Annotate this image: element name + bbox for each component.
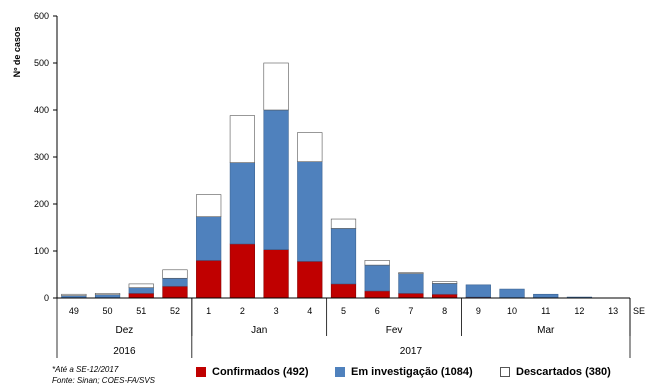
bar-segment [94,292,121,296]
bar-segment [297,261,323,299]
month-label: Mar [537,325,555,336]
y-tick-label: 500 [34,58,49,68]
x-tick-label: 11 [541,306,550,316]
bar-segment [297,161,323,262]
bar-segment [364,260,390,266]
x-tick-label: 13 [608,306,618,316]
bar-segment [330,228,357,285]
bar-segment [162,277,188,287]
x-axis-label: SE [633,306,645,316]
bar-segment [465,284,491,298]
y-tick-label: 100 [34,246,49,256]
legend-swatch-confirmados [196,367,206,377]
month-label: Jan [251,325,267,336]
x-tick-label: 5 [341,306,346,316]
bar-segment [128,292,154,299]
y-tick-label: 0 [44,293,49,303]
bar-segment [128,287,154,294]
x-tick-label: 12 [574,306,584,316]
y-tick-label: 200 [34,199,49,209]
bar-segment [229,162,255,245]
legend-label-confirmados: Confirmados (492) [212,366,309,378]
footnote-period: *Até a SE-12/2017 [52,365,119,374]
bar-segment [263,249,289,299]
y-tick-label: 300 [34,152,49,162]
bar-segment [432,293,458,299]
bar-segment [263,62,289,111]
bar-segment [196,260,222,299]
legend-item-descartados: Descartados (380) [500,366,611,378]
bar-segment [229,243,255,299]
bars-layer [61,62,593,299]
footnote-source: Fonte: Sinan; COES-FA/SVS [52,376,156,385]
bar-segment [196,194,222,217]
bar-segment [398,292,424,299]
month-label: Dez [116,325,134,336]
x-tick-label: 50 [103,306,113,316]
bar-segment [533,293,559,299]
x-tick-label: 1 [206,306,211,316]
bar-segment [196,216,222,261]
legend-item-confirmados: Confirmados (492) [196,366,309,378]
legend-item-investigacao: Em investigação (1084) [335,366,473,378]
bar-segment [364,264,390,292]
legend-swatch-descartados [500,367,510,377]
x-tick-label: 9 [476,306,481,316]
x-tick-label: 51 [136,306,146,316]
x-tick-label: 49 [69,306,79,316]
bar-segment [499,288,525,299]
legend-swatch-investigacao [335,367,345,377]
bar-segment [398,273,424,294]
bar-segment [229,115,255,163]
year-label: 2016 [113,346,136,357]
x-tick-label: 3 [274,306,279,316]
bar-segment [364,290,390,299]
bar-segment [330,218,357,229]
bar-segment [128,283,154,288]
bar-segment [297,132,323,162]
x-tick-label: 4 [307,306,312,316]
bar-segment [398,272,424,274]
bar-segment [330,283,357,299]
x-tick-label: 52 [170,306,180,316]
bar-segment [432,281,458,284]
footnotes: *Até a SE-12/2017 Fonte: Sinan; COES-FA/… [52,364,155,386]
bar-segment [162,285,188,299]
x-tick-label: 6 [375,306,380,316]
x-tick-label: 7 [408,306,413,316]
bar-segment [162,269,188,279]
x-tick-label: 2 [240,306,245,316]
y-tick-label: 400 [34,105,49,115]
bar-segment [61,293,87,296]
y-tick-label: 600 [34,11,49,21]
bar-segment [263,109,289,250]
year-label: 2017 [400,346,423,357]
x-tick-label: 10 [507,306,517,316]
y-axis: 0 100 200 300 400 500 600 [34,11,58,303]
bar-segment [432,283,458,295]
month-label: Fev [386,325,403,336]
legend-label-descartados: Descartados (380) [516,366,611,378]
legend-label-investigacao: Em investigação (1084) [351,366,473,378]
x-tick-label: 8 [442,306,447,316]
y-axis-label: Nº de casos [12,27,22,78]
